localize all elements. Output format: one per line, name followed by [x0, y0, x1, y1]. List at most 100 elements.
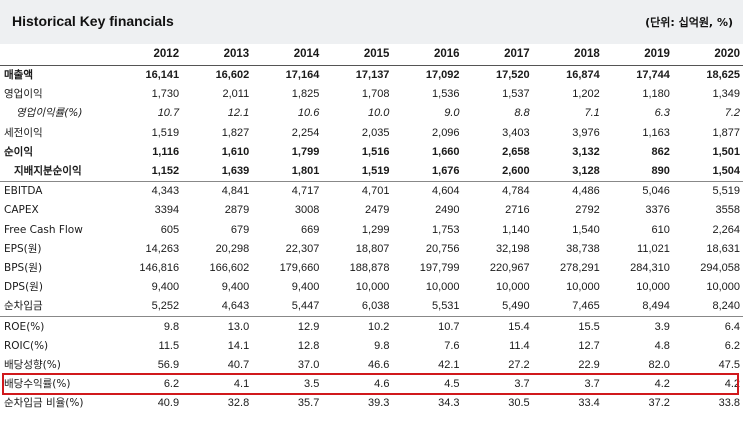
table-cell: 11.4: [509, 339, 530, 352]
table-cell: 40.9: [157, 397, 180, 410]
table-cell: 9.8: [112, 316, 183, 337]
table-cell: 10,000: [706, 281, 740, 294]
table-cell: 1,163: [642, 126, 670, 139]
table-cell: 4,343: [112, 181, 183, 202]
table-cell: 1,660: [432, 145, 460, 158]
table-cell: 1,116: [152, 145, 180, 158]
table-cell: 5,252: [151, 300, 180, 313]
table-cell: 1,877: [712, 126, 740, 139]
table-cell: 197,799: [419, 261, 460, 274]
table-cell: 5,519: [672, 181, 743, 202]
table-cell: 146,816: [139, 261, 180, 274]
table-cell: 12.1: [227, 107, 250, 120]
row-label: 세전이익: [4, 126, 43, 139]
table-cell: 5,490: [502, 300, 530, 313]
table-cell: 42.1: [438, 358, 460, 371]
table-cell: 9.0: [444, 107, 460, 120]
row-label: 순이익: [4, 145, 33, 158]
table-cell: 4,784: [462, 181, 533, 202]
table-cell: 1,639: [221, 165, 250, 178]
table-row: 지배지분순이익 1,152 1,639 1,801 1,519 1,676 2,600 3,1…: [0, 162, 743, 182]
table-cell: 56.9: [157, 358, 180, 371]
table-cell: 34.3: [438, 397, 460, 410]
table-cell: 2,264: [712, 223, 740, 236]
table-cell: 17,164: [285, 69, 320, 82]
table-body: 매출액 16,141 16,602 17,164 17,137 17,092 17,520 1…: [0, 66, 743, 414]
table-cell: 4.2: [654, 378, 670, 391]
table-cell: 20,756: [425, 242, 460, 255]
table-cell: 10.7: [392, 316, 463, 337]
table-cell: 4,604: [392, 181, 463, 202]
table-cell: 610: [651, 223, 670, 236]
table-cell: 4,643: [221, 300, 250, 313]
table-cell: 4,717: [252, 181, 323, 202]
table-cell: 2479: [364, 204, 390, 217]
table-row: EBITDA 4,343 4,841 4,717 4,701 4,604 4,784 4,48…: [0, 181, 743, 202]
row-label: 순차입금: [4, 300, 43, 313]
table-cell: 6.3: [654, 107, 670, 120]
table-cell: 10.6: [297, 107, 320, 120]
header-year: 2017: [504, 48, 530, 60]
table-cell: 14,263: [145, 242, 180, 255]
table-cell: 4.1: [233, 378, 250, 391]
table-cell: 1,349: [712, 88, 740, 101]
table-cell: 1,827: [221, 126, 250, 139]
row-label: EBITDA: [0, 181, 112, 202]
table-cell: 2,600: [502, 165, 530, 178]
table-cell: 10,000: [496, 281, 530, 294]
table-cell: 3.9: [602, 316, 673, 337]
table-row: 순이익 1,116 1,610 1,799 1,516 1,660 2,658 3,132 86…: [0, 143, 743, 162]
table-row: CAPEX 3394 2879 3008 2479 2490 2716 2792 3376 355…: [0, 201, 743, 220]
table-cell: 10,000: [425, 281, 460, 294]
row-label: 영업이익률(%): [16, 107, 83, 120]
header-year: 2020: [714, 48, 740, 60]
header-year: 2013: [223, 48, 250, 60]
table-cell: 220,967: [489, 261, 530, 274]
table-cell: 39.3: [368, 397, 390, 410]
table-cell: 862: [651, 145, 670, 158]
table-cell: 2879: [224, 204, 250, 217]
table-cell: 5,531: [432, 300, 460, 313]
table-cell: 3376: [645, 204, 670, 217]
row-label: ROIC(%): [4, 339, 49, 352]
table-cell: 32,198: [496, 242, 530, 255]
table-cell: 2,254: [291, 126, 320, 139]
table-cell: 16,874: [566, 69, 600, 82]
table-cell: 13.0: [182, 316, 253, 337]
table-cell: 33.4: [578, 397, 600, 410]
table-cell: 7.2: [724, 107, 740, 120]
table-cell: 20,298: [215, 242, 250, 255]
table-cell: 11,021: [637, 242, 670, 255]
table-cell: 5,447: [291, 300, 320, 313]
table-cell: 669: [300, 223, 320, 236]
table-cell: 22,307: [285, 242, 320, 255]
table-cell: 9,400: [291, 281, 320, 294]
table-cell: 10.7: [157, 107, 180, 120]
table-cell: 1,504: [712, 165, 740, 178]
table-row: 배당수익률(%) 6.2 4.1 3.5 4.6 4.5 3.7 3.7 4.2 4.2: [0, 375, 743, 394]
table-header-row: 2012 2013 2014 2015 2016 2017 2018 2019 …: [0, 44, 743, 66]
table-cell: 1,516: [361, 145, 390, 158]
header-year: 2015: [363, 48, 390, 60]
table-cell: 8,494: [642, 300, 670, 313]
table-cell: 10.2: [322, 316, 393, 337]
table-cell: 6.2: [163, 378, 180, 391]
table-cell: 1,708: [361, 88, 390, 101]
table-cell: 7.6: [444, 339, 460, 352]
row-label: ROE(%): [0, 316, 112, 337]
table-cell: 1,801: [291, 165, 320, 178]
table-cell: 12.9: [252, 316, 323, 337]
table-cell: 14.1: [227, 339, 250, 352]
table-cell: 17,137: [355, 69, 390, 82]
table-cell: 6,038: [361, 300, 390, 313]
table-cell: 3,132: [572, 145, 600, 158]
table-cell: 37.0: [297, 358, 320, 371]
table-cell: 17,744: [636, 69, 670, 82]
row-label: 배당수익률(%): [4, 378, 71, 391]
table-row: 순차입금 비율(%) 40.9 32.8 35.7 39.3 34.3 30.5 33.4 37…: [0, 394, 743, 413]
table-cell: 8.8: [514, 107, 530, 120]
table-cell: 1,536: [432, 88, 460, 101]
table-cell: 294,058: [700, 261, 740, 274]
table-row: BPS(원) 146,816 166,602 179,660 188,878 197,79…: [0, 259, 743, 278]
table-cell: 7,465: [572, 300, 600, 313]
